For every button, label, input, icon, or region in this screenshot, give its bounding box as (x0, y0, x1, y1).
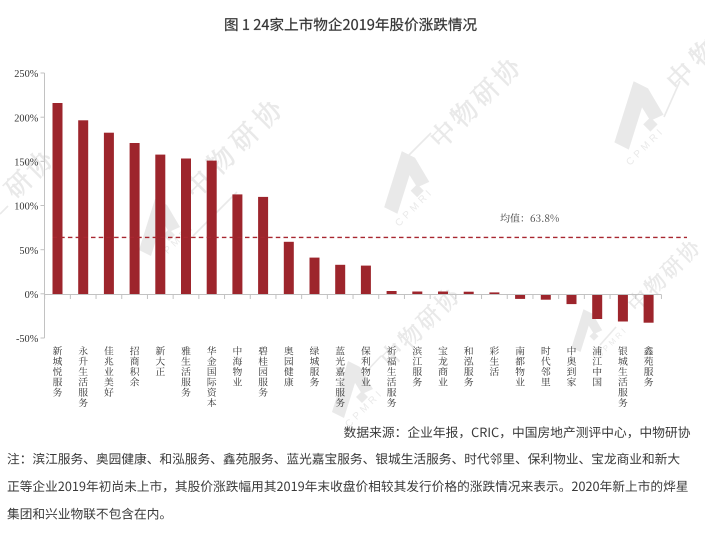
svg-text:100%: 100% (14, 202, 38, 213)
svg-text:50%: 50% (19, 246, 38, 257)
svg-text:250%: 250% (14, 69, 38, 80)
svg-text:-50%: -50% (16, 334, 39, 345)
svg-text:150%: 150% (14, 157, 38, 168)
svg-text:0%: 0% (25, 290, 39, 301)
svg-text:200%: 200% (14, 113, 38, 124)
